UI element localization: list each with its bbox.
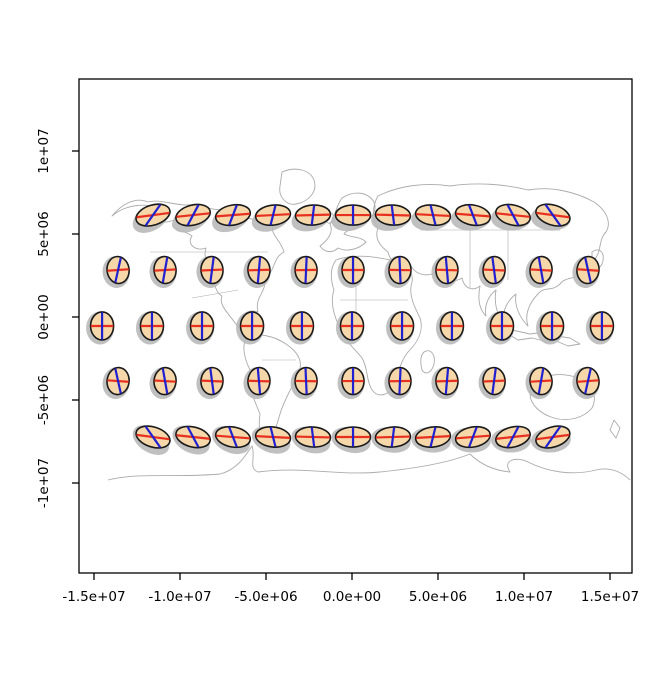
x-axis-tick-label: -1.0e+07 — [148, 589, 211, 605]
x-axis-tick-label: 0.0e+00 — [323, 589, 381, 605]
y-axis-tick-label: 5e+06 — [36, 211, 52, 256]
y-axis-tick-label: 0e+00 — [36, 294, 52, 339]
blue-semi-axis-line — [306, 257, 307, 283]
blue-semi-axis-line — [306, 368, 307, 394]
x-axis-tick-label: 1.5e+07 — [581, 589, 639, 605]
x-axis-tick-label: 1.0e+07 — [495, 589, 553, 605]
x-axis-tick-label: -1.5e+07 — [62, 589, 125, 605]
y-axis-tick-label: -5e+06 — [36, 375, 52, 425]
x-axis-tick-label: -5.0e+06 — [234, 589, 297, 605]
y-axis-tick-label: -1e+07 — [36, 458, 52, 508]
x-axis-tick-label: 5.0e+06 — [409, 589, 467, 605]
blue-semi-axis-line — [399, 368, 400, 394]
y-axis-tick-label: 1e+07 — [36, 128, 52, 173]
blue-semi-axis-line — [399, 257, 400, 283]
